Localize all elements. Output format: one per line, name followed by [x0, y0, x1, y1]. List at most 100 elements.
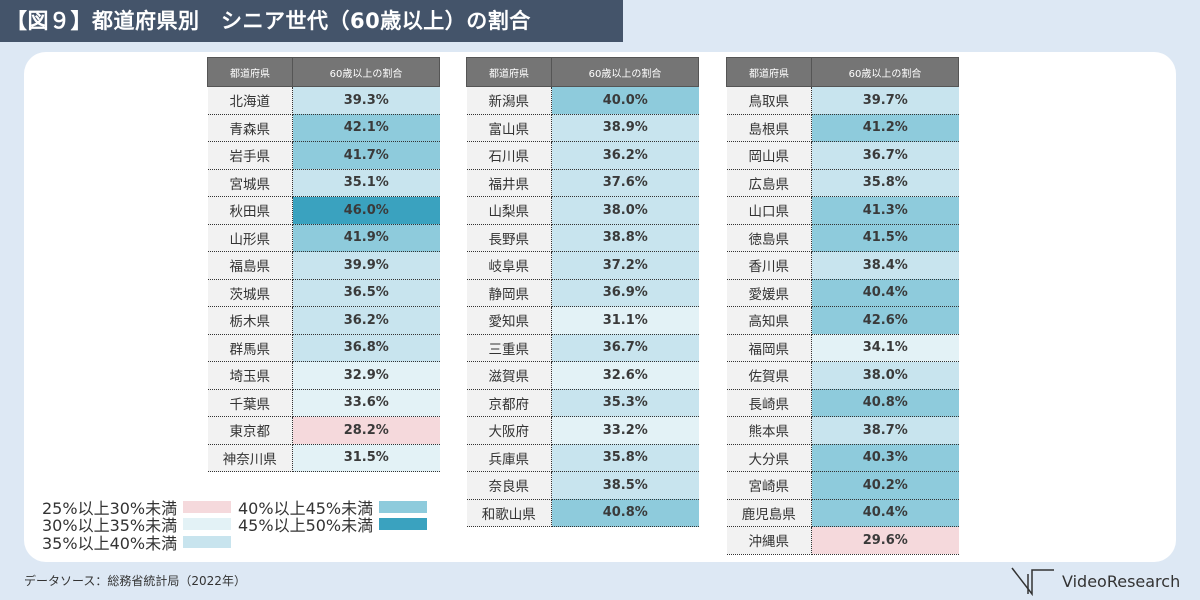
legend-label: 45%以上50%未満 [238, 516, 374, 535]
table-row: 岐阜県 37.2% [466, 251, 699, 280]
prefecture-name: 石川県 [466, 141, 552, 170]
ratio-value: 38.0% [551, 196, 699, 225]
ratio-value: 40.0% [551, 86, 699, 115]
ratio-value: 40.3% [811, 444, 959, 472]
ratio-value: 35.8% [551, 444, 699, 472]
table-row: 北海道 39.3% [207, 86, 440, 115]
ratio-value: 35.3% [551, 389, 699, 417]
legend-label: 35%以上40%未満 [42, 534, 178, 553]
prefecture-name: 富山県 [466, 114, 552, 142]
ratio-value: 36.7% [811, 141, 959, 170]
video-research-logo: VideoResearch [1010, 566, 1180, 596]
ratio-value: 35.1% [292, 169, 440, 197]
table-row: 富山県 38.9% [466, 114, 699, 142]
ratio-value: 39.7% [811, 86, 959, 115]
legend-swatch [183, 501, 232, 513]
table-row: 兵庫県 35.8% [466, 444, 699, 472]
table-row: 福島県 39.9% [207, 251, 440, 280]
prefecture-name: 佐賀県 [726, 361, 812, 390]
prefecture-name: 新潟県 [466, 86, 552, 115]
ratio-value: 36.8% [292, 334, 440, 362]
legend-swatch [379, 501, 428, 513]
prefecture-name: 高知県 [726, 306, 812, 335]
table-row: 静岡県 36.9% [466, 279, 699, 307]
legend-swatch [379, 518, 428, 530]
ratio-value: 37.2% [551, 251, 699, 280]
ratio-value: 36.7% [551, 334, 699, 362]
prefecture-name: 岐阜県 [466, 251, 552, 280]
prefecture-name: 静岡県 [466, 279, 552, 307]
prefecture-name: 秋田県 [207, 196, 293, 225]
legend-item: 45%以上50%未満 [238, 512, 428, 536]
ratio-value: 37.6% [551, 169, 699, 197]
ratio-value: 36.2% [292, 306, 440, 335]
prefecture-name: 福島県 [207, 251, 293, 280]
page-title: 【図９】都道府県別 シニア世代（60歳以上）の割合 [0, 0, 623, 42]
prefecture-name: 千葉県 [207, 389, 293, 417]
prefecture-name: 兵庫県 [466, 444, 552, 472]
prefecture-name: 沖縄県 [726, 526, 812, 555]
prefecture-table: 都道府県 60歳以上の割合 北海道 39.3% 青森県 42.1% 岩手県 41.7% 宮城県 3… [207, 57, 440, 472]
table-row: 福井県 37.6% [466, 169, 699, 197]
table-header: 都道府県 60歳以上の割合 [466, 57, 699, 87]
prefecture-name: 長崎県 [726, 389, 812, 417]
table-row: 佐賀県 38.0% [726, 361, 959, 390]
prefecture-name: 鹿児島県 [726, 499, 812, 527]
prefecture-name: 山口県 [726, 196, 812, 225]
ratio-value: 36.2% [551, 141, 699, 170]
table-row: 山梨県 38.0% [466, 196, 699, 225]
table-row: 岡山県 36.7% [726, 141, 959, 170]
prefecture-name: 北海道 [207, 86, 293, 115]
legend-swatch [183, 536, 232, 548]
prefecture-table: 都道府県 60歳以上の割合 鳥取県 39.7% 島根県 41.2% 岡山県 36.7% 広島県 3… [726, 57, 959, 555]
prefecture-name: 三重県 [466, 334, 552, 362]
table-row: 香川県 38.4% [726, 251, 959, 280]
table-row: 三重県 36.7% [466, 334, 699, 362]
ratio-value: 42.6% [811, 306, 959, 335]
legend-label: 30%以上35%未満 [42, 516, 178, 535]
table-row: 秋田県 46.0% [207, 196, 440, 225]
prefecture-name: 大阪府 [466, 416, 552, 445]
ratio-value: 42.1% [292, 114, 440, 142]
ratio-value: 41.7% [292, 141, 440, 170]
prefecture-name: 島根県 [726, 114, 812, 142]
ratio-value: 38.0% [811, 361, 959, 390]
prefecture-table: 都道府県 60歳以上の割合 新潟県 40.0% 富山県 38.9% 石川県 36.2% 福井県 3… [466, 57, 699, 527]
prefecture-name: 群馬県 [207, 334, 293, 362]
ratio-value: 39.3% [292, 86, 440, 115]
prefecture-name: 香川県 [726, 251, 812, 280]
header-ratio: 60歳以上の割合 [811, 57, 959, 87]
table-row: 長野県 38.8% [466, 224, 699, 252]
table-row: 徳島県 41.5% [726, 224, 959, 252]
table-row: 鳥取県 39.7% [726, 86, 959, 115]
table-row: 東京都 28.2% [207, 416, 440, 445]
header-ratio: 60歳以上の割合 [551, 57, 699, 87]
table-row: 奈良県 38.5% [466, 471, 699, 500]
ratio-value: 38.8% [551, 224, 699, 252]
table-row: 山口県 41.3% [726, 196, 959, 225]
table-header: 都道府県 60歳以上の割合 [726, 57, 959, 87]
table-row: 新潟県 40.0% [466, 86, 699, 115]
legend-label: 25%以上30%未満 [42, 499, 178, 518]
table-row: 岩手県 41.7% [207, 141, 440, 170]
table-row: 千葉県 33.6% [207, 389, 440, 417]
prefecture-name: 愛知県 [466, 306, 552, 335]
table-row: 島根県 41.2% [726, 114, 959, 142]
source-note: データソース：総務省統計局（2022年） [24, 574, 246, 588]
table-row: 広島県 35.8% [726, 169, 959, 197]
table-row: 長崎県 40.8% [726, 389, 959, 417]
ratio-value: 36.9% [551, 279, 699, 307]
prefecture-name: 神奈川県 [207, 444, 293, 472]
prefecture-name: 山梨県 [466, 196, 552, 225]
prefecture-name: 徳島県 [726, 224, 812, 252]
ratio-value: 38.9% [551, 114, 699, 142]
table-row: 沖縄県 29.6% [726, 526, 959, 555]
header-prefecture: 都道府県 [207, 57, 293, 87]
table-row: 滋賀県 32.6% [466, 361, 699, 390]
header-ratio: 60歳以上の割合 [292, 57, 440, 87]
ratio-value: 35.8% [811, 169, 959, 197]
header-prefecture: 都道府県 [726, 57, 812, 87]
prefecture-name: 栃木県 [207, 306, 293, 335]
table-row: 福岡県 34.1% [726, 334, 959, 362]
prefecture-name: 岡山県 [726, 141, 812, 170]
